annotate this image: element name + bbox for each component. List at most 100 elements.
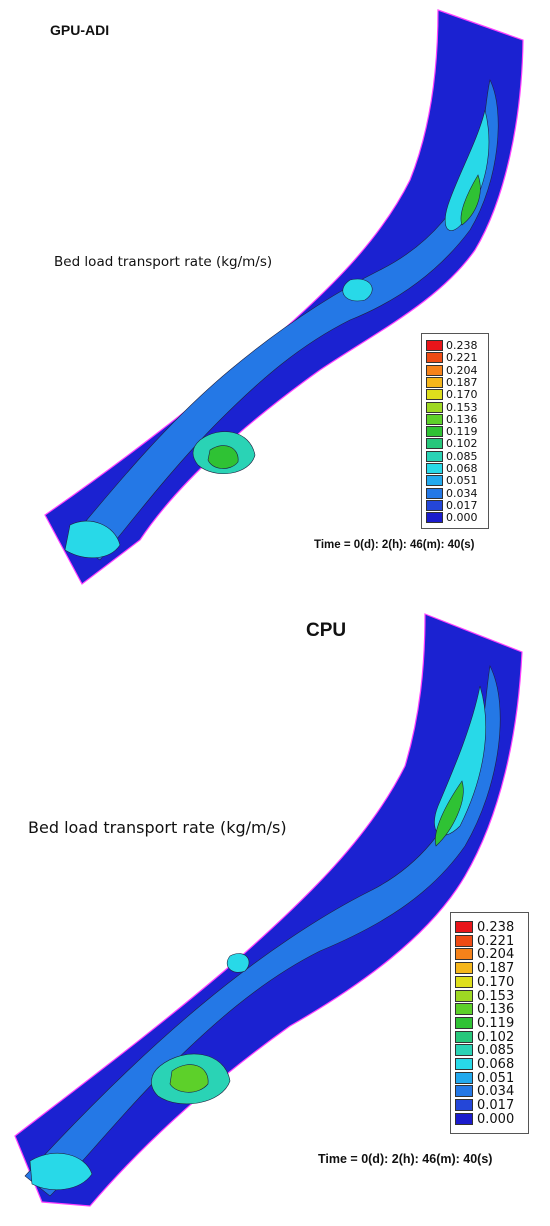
legend-entry: 0.153	[451, 988, 528, 1004]
legend-swatch	[455, 1085, 473, 1098]
legend-swatch	[455, 1099, 473, 1112]
zone-high-2	[207, 445, 239, 469]
legend-swatch	[455, 1016, 473, 1029]
legend-entry: 0.085	[422, 450, 488, 463]
legend-entry: 0.034	[451, 1084, 528, 1100]
legend-swatch	[455, 1058, 473, 1070]
legend-entry: 0.017	[451, 1098, 528, 1114]
legend-entry: 0.034	[422, 486, 488, 500]
legend-label: 0.153	[477, 988, 515, 1004]
legend-swatch	[426, 487, 443, 499]
legend-label: 0.119	[446, 425, 478, 439]
legend-swatch	[455, 962, 473, 975]
legend-label: 0.204	[477, 947, 515, 963]
legend-label: 0.221	[446, 351, 478, 365]
legend-label: 0.187	[446, 375, 478, 389]
legend-label: 0.017	[446, 498, 478, 512]
legend-entry: 0.187	[451, 961, 528, 977]
color-legend: 0.238 0.221 0.204 0.187 0.170 0.153 0.136 0.119…	[421, 333, 489, 529]
legend-label: 0.136	[477, 1002, 515, 1018]
legend-swatch	[426, 352, 443, 364]
legend-label: 0.187	[477, 961, 515, 977]
zone-mid-2	[226, 953, 250, 973]
legend-label: 0.085	[477, 1043, 515, 1059]
legend-swatch	[426, 475, 443, 487]
legend-label: 0.000	[477, 1111, 515, 1127]
legend-entry: 0.119	[451, 1015, 528, 1031]
legend-swatch	[455, 1112, 473, 1125]
legend-label: 0.119	[477, 1015, 515, 1031]
legend-swatch	[426, 438, 443, 450]
legend-entry: 0.085	[451, 1043, 528, 1059]
legend-swatch	[426, 499, 443, 511]
legend-entry: 0.017	[422, 498, 488, 512]
legend-label: 0.102	[446, 437, 478, 451]
legend-swatch	[455, 1003, 473, 1016]
zone-mid	[444, 109, 490, 231]
legend-entry: 0.221	[422, 351, 488, 365]
color-legend: 0.238 0.221 0.204 0.187 0.170 0.153 0.136 0.119…	[450, 912, 529, 1134]
legend-entry: 0.238	[451, 920, 528, 935]
legend-entry: 0.051	[451, 1070, 528, 1086]
legend-entry: 0.068	[422, 462, 488, 475]
legend-label: 0.136	[446, 412, 478, 426]
legend-entry: 0.204	[451, 947, 528, 963]
variable-label: Bed load transport rate (kg/m/s)	[28, 818, 287, 837]
legend-swatch	[455, 975, 473, 988]
zone-high-2	[169, 1064, 209, 1093]
legend-label: 0.238	[446, 339, 478, 352]
legend-entry: 0.221	[451, 933, 528, 949]
legend-entry: 0.119	[422, 425, 488, 439]
legend-entry: 0.102	[451, 1029, 528, 1045]
gpu-adi-contour-map	[44, 9, 524, 585]
legend-label: 0.170	[446, 388, 478, 402]
legend-swatch	[455, 934, 473, 947]
legend-entry: 0.187	[422, 375, 488, 389]
legend-label: 0.034	[446, 486, 478, 500]
legend-label: 0.102	[477, 1029, 515, 1045]
legend-label: 0.170	[477, 974, 515, 990]
legend-label: 0.204	[446, 363, 478, 377]
variable-label: Bed load transport rate (kg/m/s)	[54, 254, 273, 270]
legend-label: 0.238	[477, 920, 515, 935]
legend-swatch	[426, 413, 443, 425]
legend-label: 0.068	[477, 1057, 515, 1072]
legend-swatch	[426, 376, 443, 388]
legend-label: 0.000	[446, 511, 478, 525]
legend-swatch	[426, 401, 443, 413]
legend-entry: 0.000	[422, 511, 488, 525]
legend-entry: 0.136	[451, 1002, 528, 1018]
legend-label: 0.034	[477, 1084, 515, 1100]
legend-label: 0.153	[446, 400, 478, 414]
cpu-contour-map	[14, 613, 523, 1207]
legend-entry: 0.068	[451, 1057, 528, 1072]
zone-mid-2	[342, 278, 373, 302]
legend-entry: 0.170	[451, 974, 528, 990]
zone-mid-4	[29, 1153, 93, 1190]
legend-entry: 0.102	[422, 437, 488, 451]
legend-label: 0.051	[477, 1070, 515, 1086]
time-label: Time = 0(d): 2(h): 46(m): 40(s)	[314, 539, 475, 551]
legend-swatch	[426, 463, 443, 474]
cpu-panel: CPU Bed load transport rate (kg/m/s) 0.2…	[0, 606, 550, 1216]
legend-entry: 0.170	[422, 388, 488, 402]
legend-entry: 0.204	[422, 363, 488, 377]
legend-swatch	[426, 389, 443, 401]
legend-swatch	[426, 364, 443, 376]
gpu-adi-panel: GPU-ADI Bed load transport rate (kg/m/s)…	[0, 0, 550, 610]
legend-label: 0.017	[477, 1098, 515, 1114]
legend-swatch	[426, 426, 443, 438]
legend-swatch	[455, 1030, 473, 1043]
legend-label: 0.221	[477, 933, 515, 949]
legend-swatch	[455, 989, 473, 1002]
legend-entry: 0.153	[422, 400, 488, 414]
zone-high	[435, 780, 464, 847]
legend-entry: 0.051	[422, 474, 488, 487]
legend-swatch	[426, 340, 443, 351]
plot-title: GPU-ADI	[50, 22, 110, 38]
zone-mid-4	[64, 520, 121, 559]
legend-swatch	[455, 921, 473, 933]
legend-entry: 0.136	[422, 412, 488, 426]
time-label: Time = 0(d): 2(h): 46(m): 40(s)	[318, 1152, 493, 1166]
legend-swatch	[426, 512, 443, 524]
